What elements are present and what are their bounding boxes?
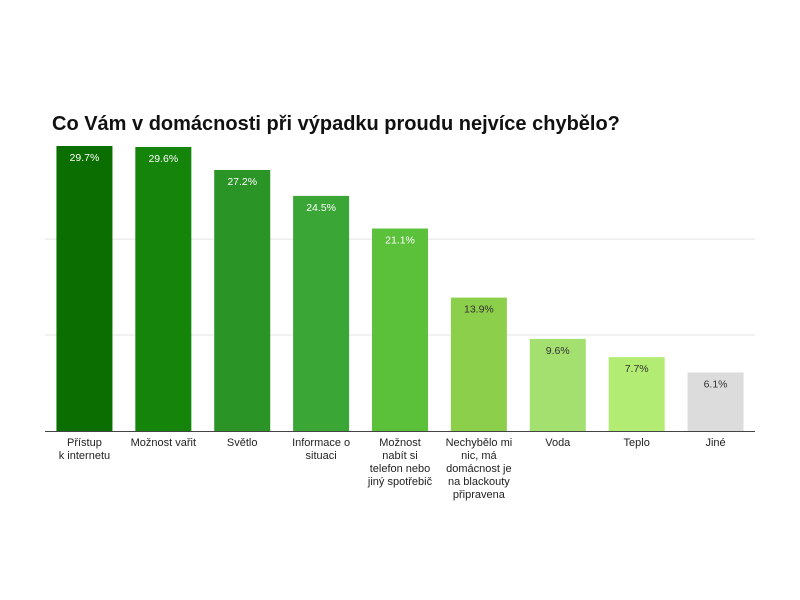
category-label: telefon nebo (370, 463, 431, 475)
bar (608, 357, 665, 431)
data-label: 9.6% (546, 345, 570, 357)
category-label: k internetu (59, 450, 110, 462)
data-label: 29.6% (148, 153, 178, 165)
category-label: na blackouty (448, 476, 510, 488)
category-label: Teplo (624, 437, 650, 449)
category-label: domácnost je (446, 463, 511, 475)
data-label: 21.1% (385, 235, 415, 247)
data-label: 13.9% (464, 304, 494, 316)
bar (293, 195, 350, 431)
category-label: nabít si (382, 450, 417, 462)
category-label: Nechybělo mi (446, 437, 513, 449)
category-label: Přístup (67, 437, 102, 449)
bar (214, 169, 271, 431)
chart-title: Co Vám v domácnosti při výpadku proudu n… (52, 113, 620, 135)
category-label: Možnost vařit (131, 437, 196, 449)
bar (372, 228, 428, 431)
category-label: nic, má (461, 450, 497, 462)
data-label: 24.5% (306, 202, 336, 214)
bar (450, 297, 507, 431)
data-label: 7.7% (625, 363, 649, 375)
data-label: 27.2% (227, 176, 257, 188)
category-label: Světlo (227, 437, 258, 449)
bar (135, 146, 192, 431)
category-label: připravena (453, 489, 506, 501)
bar (529, 338, 586, 431)
category-label: Informace o (292, 437, 350, 449)
category-label: Jiné (705, 437, 725, 449)
data-label: 29.7% (70, 152, 100, 164)
data-label: 6.1% (704, 378, 728, 390)
category-label: Možnost (379, 437, 421, 449)
category-label: situaci (306, 450, 337, 462)
bar (56, 146, 113, 431)
bar (687, 372, 744, 431)
bars (56, 146, 744, 431)
category-label: Voda (545, 437, 571, 449)
data-labels: 29.7% 29.6% 27.2% 24.5% 21.1% 13.9% 9.6% 7.7% 6.… (70, 152, 728, 390)
category-label: jiný spotřebič (367, 476, 433, 488)
